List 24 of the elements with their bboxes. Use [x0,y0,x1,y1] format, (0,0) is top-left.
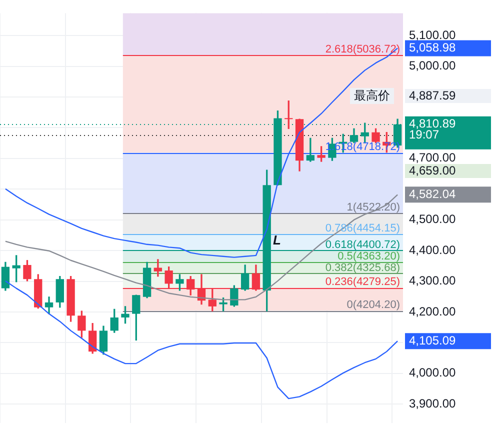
y-tick-label: 4,000.00 [409,366,456,380]
y-tick-label: 5,100.00 [409,28,456,42]
ref-line-label: 0.382(4325.68) [325,262,400,274]
y-tick-label: 4,500.00 [409,212,456,226]
y-tick-label: 4,200.00 [409,304,456,318]
y-tick-label: 5,000.00 [409,58,456,73]
ref-line-label: 0.618(4400.72) [325,238,400,251]
ref-line-label: 0.5(4363.20) [338,250,400,262]
data-label: 4,582.04 [409,186,456,201]
annotation: L [273,232,282,248]
y-tick-label: 4,300.00 [409,274,456,288]
annotation: 最高价 [354,88,390,102]
text: 4,810.89 [409,116,456,131]
ref-line-label: 0(4204.20) [346,299,400,312]
y-tick-label: 4,400.00 [409,242,456,257]
y-tick-label: 3,900.00 [409,396,456,410]
text: 4,659.00 [409,163,456,178]
data-label: 5,058.98 [409,40,456,55]
ref-line-label: 0.236(4279.25) [325,276,400,288]
y-tick-label: 4,700.00 [409,150,456,165]
ref-line-label: 2.618(5036.72) [325,44,400,56]
data-label: 4,105.09 [409,333,456,348]
candlestick [154,259,162,277]
text: 4,887.59 [409,88,456,102]
